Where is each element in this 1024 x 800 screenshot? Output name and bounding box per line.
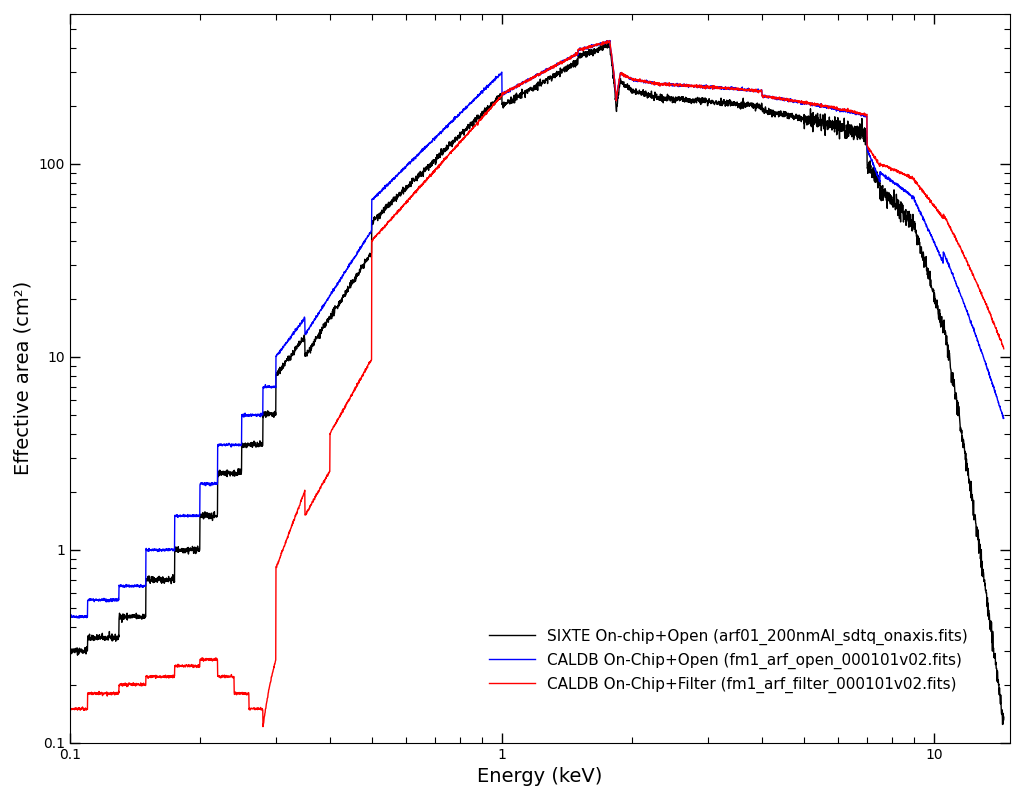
CALDB On-Chip+Filter (fm1_arf_filter_000101v02.fits) <box>601 36 613 46</box>
SIXTE On-chip+Open (arf01_200nmAl_sdtq_onaxis.fits) <box>598 38 610 47</box>
CALDB On-Chip+Filter (fm1_arf_filter_000101v02.fits) <box>257 722 269 731</box>
Line: CALDB On-Chip+Filter (fm1_arf_filter_000101v02.fits): CALDB On-Chip+Filter (fm1_arf_filter_000… <box>60 41 1004 726</box>
Line: SIXTE On-chip+Open (arf01_200nmAl_sdtq_onaxis.fits): SIXTE On-chip+Open (arf01_200nmAl_sdtq_o… <box>60 42 1004 725</box>
Legend: SIXTE On-chip+Open (arf01_200nmAl_sdtq_onaxis.fits), CALDB On-Chip+Open (fm1_arf: SIXTE On-chip+Open (arf01_200nmAl_sdtq_o… <box>483 622 974 698</box>
CALDB On-Chip+Filter (fm1_arf_filter_000101v02.fits) <box>503 86 515 95</box>
CALDB On-Chip+Open (fm1_arf_open_000101v02.fits) <box>969 330 981 339</box>
SIXTE On-chip+Open (arf01_200nmAl_sdtq_onaxis.fits) <box>969 510 981 519</box>
SIXTE On-chip+Open (arf01_200nmAl_sdtq_onaxis.fits) <box>503 96 515 106</box>
CALDB On-Chip+Open (fm1_arf_open_000101v02.fits) <box>997 414 1010 423</box>
SIXTE On-chip+Open (arf01_200nmAl_sdtq_onaxis.fits) <box>451 134 463 143</box>
CALDB On-Chip+Open (fm1_arf_open_000101v02.fits) <box>61 614 74 623</box>
CALDB On-Chip+Open (fm1_arf_open_000101v02.fits) <box>922 225 934 234</box>
SIXTE On-chip+Open (arf01_200nmAl_sdtq_onaxis.fits) <box>458 130 470 140</box>
Line: CALDB On-Chip+Open (fm1_arf_open_000101v02.fits): CALDB On-Chip+Open (fm1_arf_open_000101v… <box>60 41 1004 618</box>
CALDB On-Chip+Open (fm1_arf_open_000101v02.fits) <box>54 613 67 622</box>
CALDB On-Chip+Filter (fm1_arf_filter_000101v02.fits) <box>458 133 470 142</box>
CALDB On-Chip+Filter (fm1_arf_filter_000101v02.fits) <box>54 704 67 714</box>
CALDB On-Chip+Filter (fm1_arf_filter_000101v02.fits) <box>969 274 981 284</box>
CALDB On-Chip+Open (fm1_arf_open_000101v02.fits) <box>604 36 616 46</box>
SIXTE On-chip+Open (arf01_200nmAl_sdtq_onaxis.fits) <box>922 264 934 274</box>
CALDB On-Chip+Open (fm1_arf_open_000101v02.fits) <box>451 112 463 122</box>
SIXTE On-chip+Open (arf01_200nmAl_sdtq_onaxis.fits) <box>996 720 1009 730</box>
X-axis label: Energy (keV): Energy (keV) <box>477 767 602 786</box>
SIXTE On-chip+Open (arf01_200nmAl_sdtq_onaxis.fits) <box>54 645 67 654</box>
CALDB On-Chip+Filter (fm1_arf_filter_000101v02.fits) <box>451 142 463 152</box>
SIXTE On-chip+Open (arf01_200nmAl_sdtq_onaxis.fits) <box>997 712 1010 722</box>
CALDB On-Chip+Filter (fm1_arf_filter_000101v02.fits) <box>922 194 934 203</box>
SIXTE On-chip+Open (arf01_200nmAl_sdtq_onaxis.fits) <box>739 101 752 110</box>
Y-axis label: Effective area (cm²): Effective area (cm²) <box>14 281 33 475</box>
CALDB On-Chip+Filter (fm1_arf_filter_000101v02.fits) <box>997 344 1010 354</box>
CALDB On-Chip+Filter (fm1_arf_filter_000101v02.fits) <box>740 85 753 94</box>
CALDB On-Chip+Open (fm1_arf_open_000101v02.fits) <box>740 85 753 94</box>
CALDB On-Chip+Open (fm1_arf_open_000101v02.fits) <box>503 87 515 97</box>
CALDB On-Chip+Open (fm1_arf_open_000101v02.fits) <box>458 104 470 114</box>
